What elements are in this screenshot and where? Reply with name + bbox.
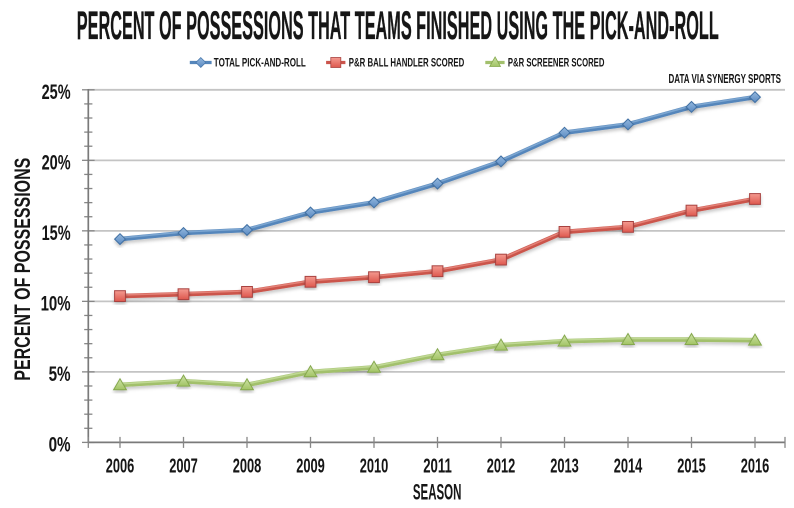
svg-text:2006: 2006 bbox=[106, 456, 135, 478]
svg-text:20%: 20% bbox=[42, 151, 71, 175]
svg-text:0%: 0% bbox=[49, 433, 71, 457]
svg-text:P&R SCREENER SCORED: P&R SCREENER SCORED bbox=[508, 56, 605, 70]
svg-text:PERCENT OF POSSESSIONS: PERCENT OF POSSESSIONS bbox=[10, 158, 35, 381]
svg-text:5%: 5% bbox=[49, 362, 71, 386]
svg-text:15%: 15% bbox=[42, 221, 71, 245]
svg-text:PERCENT OF POSSESSIONS THAT TE: PERCENT OF POSSESSIONS THAT TEAMS FINISH… bbox=[77, 4, 719, 48]
svg-text:TOTAL PICK-AND-ROLL: TOTAL PICK-AND-ROLL bbox=[214, 56, 306, 70]
svg-text:2007: 2007 bbox=[169, 456, 198, 478]
svg-text:2015: 2015 bbox=[677, 456, 706, 478]
svg-text:2009: 2009 bbox=[296, 456, 325, 478]
svg-text:SEASON: SEASON bbox=[413, 480, 462, 505]
svg-text:2016: 2016 bbox=[741, 456, 770, 478]
svg-text:2013: 2013 bbox=[550, 456, 579, 478]
svg-text:2011: 2011 bbox=[423, 456, 452, 478]
svg-text:2014: 2014 bbox=[614, 456, 643, 478]
svg-text:P&R BALL HANDLER SCORED: P&R BALL HANDLER SCORED bbox=[349, 56, 465, 70]
svg-text:DATA VIA SYNERGY SPORTS: DATA VIA SYNERGY SPORTS bbox=[669, 71, 782, 86]
svg-text:25%: 25% bbox=[42, 80, 71, 104]
svg-text:2012: 2012 bbox=[487, 456, 516, 478]
svg-text:10%: 10% bbox=[41, 292, 71, 316]
svg-text:2008: 2008 bbox=[233, 456, 262, 478]
svg-text:2010: 2010 bbox=[360, 456, 389, 478]
